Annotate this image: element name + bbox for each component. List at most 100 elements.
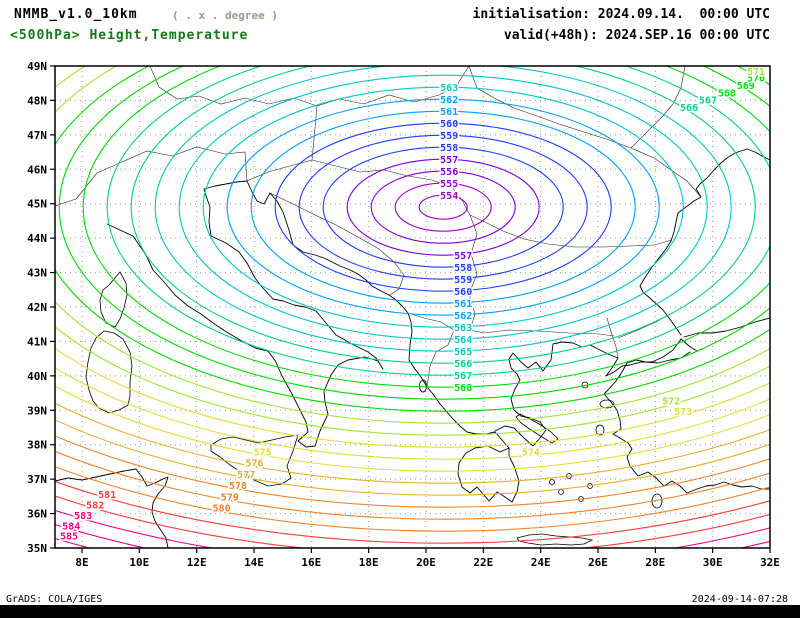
island-cyclades-4 bbox=[558, 489, 564, 495]
island-lesbos bbox=[599, 399, 615, 409]
contour-line bbox=[82, 66, 770, 388]
x-axis-label: 20E bbox=[416, 556, 436, 569]
bottom-bar bbox=[0, 605, 800, 618]
border-danube-romania-bulgaria bbox=[469, 214, 673, 248]
contour-label: 574 bbox=[522, 447, 540, 458]
contour-label: 561 bbox=[440, 107, 458, 118]
contour-label: 576 bbox=[245, 459, 263, 470]
height-contours bbox=[55, 66, 770, 548]
contour-label: 572 bbox=[662, 397, 680, 408]
contour-label: 562 bbox=[454, 311, 472, 322]
contour-label: 583 bbox=[74, 511, 92, 522]
x-axis-label: 8E bbox=[75, 556, 88, 569]
y-axis-label: 44N bbox=[27, 232, 47, 245]
contour-label: 578 bbox=[229, 481, 247, 492]
contour-label: 570 bbox=[747, 73, 765, 84]
contour-label: 559 bbox=[440, 131, 458, 142]
border-slovakia-ukraine bbox=[316, 66, 470, 107]
contour-line bbox=[55, 435, 770, 508]
contour-label: 566 bbox=[680, 103, 698, 114]
contour-label: 580 bbox=[213, 504, 231, 515]
y-axis-label: 41N bbox=[27, 335, 47, 348]
contour-label: 566 bbox=[454, 359, 472, 370]
model-name: NMMB_v1.0_10km bbox=[14, 7, 138, 22]
contour-line bbox=[346, 158, 540, 256]
contour-line bbox=[226, 98, 660, 316]
contour-label: 561 bbox=[454, 299, 472, 310]
contour-line bbox=[370, 170, 516, 244]
contour-line bbox=[154, 66, 732, 352]
axis-labels: 8E 10E 12E 14E 16E 18E 20E 22E 24E 26E 28E 30E 32E 49… bbox=[27, 60, 780, 569]
border-slovenia-hungary-serbia bbox=[246, 105, 471, 216]
contour-label: 585 bbox=[60, 532, 78, 543]
contour-label: 565 bbox=[454, 347, 472, 358]
coastline-anatolia-west bbox=[603, 351, 770, 494]
border-moldova bbox=[630, 66, 686, 149]
generation-timestamp: 2024-09-14-07:28 bbox=[691, 594, 788, 605]
contour-label: 559 bbox=[454, 275, 472, 286]
contour-label: 575 bbox=[254, 447, 272, 458]
border-bosnia-dinaric bbox=[269, 192, 405, 296]
contour-label: 557 bbox=[440, 155, 458, 166]
border-carpathians-romania bbox=[468, 66, 702, 198]
contour-line bbox=[250, 110, 636, 304]
x-axis-label: 26E bbox=[588, 556, 608, 569]
border-albania-macedonia bbox=[407, 312, 455, 388]
init-time: initialisation: 2024.09.14. 00:00 UTC bbox=[472, 7, 770, 22]
coastline-peloponnese bbox=[457, 445, 520, 503]
contour-label: 556 bbox=[440, 167, 458, 178]
contour-label: 563 bbox=[454, 323, 472, 334]
coastline-north-africa bbox=[55, 468, 169, 548]
contour-line bbox=[322, 146, 564, 268]
contour-label: 582 bbox=[86, 501, 104, 512]
x-axis-label: 22E bbox=[473, 556, 493, 569]
border-czech-austria bbox=[149, 66, 318, 107]
y-axis-label: 43N bbox=[27, 267, 47, 280]
contour-label: 581 bbox=[98, 490, 116, 501]
contour-label: 562 bbox=[440, 95, 458, 106]
contour-line bbox=[130, 66, 756, 364]
x-axis-label: 10E bbox=[129, 556, 149, 569]
contour-line bbox=[55, 367, 770, 460]
contour-label: 568 bbox=[454, 383, 472, 394]
contour-label: 569 bbox=[737, 81, 755, 92]
contour-label: 554 bbox=[440, 191, 458, 202]
contour-line bbox=[55, 465, 770, 532]
y-axis-label: 37N bbox=[27, 473, 47, 486]
contour-label: 584 bbox=[62, 521, 80, 532]
contour-label: 560 bbox=[454, 287, 472, 298]
contour-label: 558 bbox=[440, 143, 458, 154]
x-axis-label: 30E bbox=[703, 556, 723, 569]
y-axis-label: 38N bbox=[27, 439, 47, 452]
contour-labels: 5545555565575575585585595595605605615615… bbox=[58, 66, 766, 545]
x-axis-label: 14E bbox=[244, 556, 264, 569]
contour-line bbox=[55, 385, 770, 472]
grid-lines bbox=[55, 65, 771, 549]
coastline-italy-adriatic-greece bbox=[106, 180, 510, 449]
plot-frame bbox=[54, 65, 771, 549]
contour-label: 567 bbox=[454, 371, 472, 382]
contour-label: 560 bbox=[440, 119, 458, 130]
contour-line bbox=[106, 66, 770, 376]
coastlines-and-borders bbox=[55, 66, 770, 548]
contour-line bbox=[55, 66, 770, 448]
contour-line bbox=[58, 66, 770, 400]
x-axis-label: 12E bbox=[187, 556, 207, 569]
contour-label: 557 bbox=[454, 251, 472, 262]
contour-line bbox=[274, 122, 612, 292]
island-chios bbox=[595, 424, 605, 436]
contour-label: 568 bbox=[718, 88, 736, 99]
grads-credit: GrADS: COLA/IGES bbox=[6, 594, 103, 605]
contour-label: 564 bbox=[454, 335, 472, 346]
coastline-black-sea-west bbox=[639, 148, 770, 336]
y-axis-label: 48N bbox=[27, 94, 47, 107]
contour-label: 579 bbox=[221, 492, 239, 503]
y-axis-label: 36N bbox=[27, 508, 47, 521]
island-sardinia bbox=[85, 330, 133, 414]
x-axis-label: 18E bbox=[359, 556, 379, 569]
contour-line bbox=[55, 480, 770, 544]
x-axis-label: 16E bbox=[301, 556, 321, 569]
contour-line bbox=[298, 134, 588, 280]
